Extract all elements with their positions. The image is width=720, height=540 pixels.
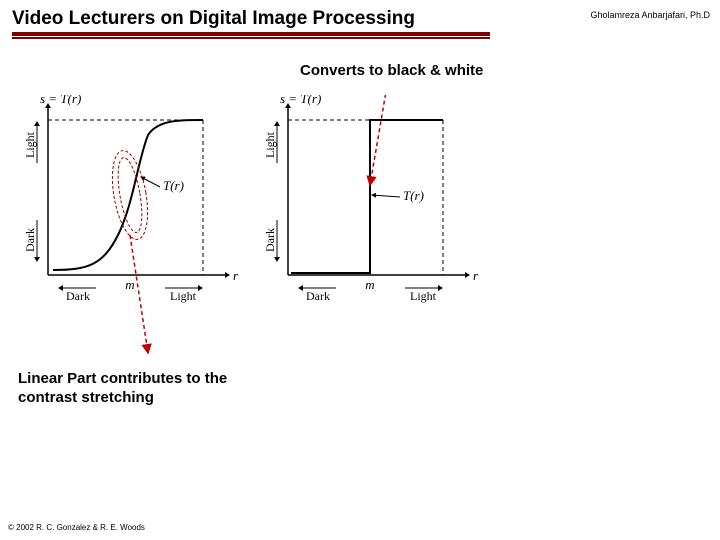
- ylabel-dark-left: Dark: [23, 228, 37, 252]
- curve-label-right: T(r): [403, 188, 424, 203]
- xlabel-dark-right: Dark: [306, 289, 330, 303]
- title-rule-thin: [12, 37, 490, 39]
- xlabel-light-right: Light: [410, 289, 437, 303]
- xlabel-dark-left: Dark: [66, 289, 90, 303]
- curve-label-left: T(r): [163, 178, 184, 193]
- mid-tick-right: m: [365, 277, 374, 292]
- annotation-top: Converts to black & white: [300, 62, 483, 79]
- diagram-panels: T(r) s = T(r) Light Dark Dark Light: [18, 95, 498, 360]
- ylabel-light-left: Light: [23, 131, 37, 158]
- arrow-to-step: [370, 95, 388, 185]
- right-panel: T(r) s = T(r) Light Dark Dark Light m r: [263, 95, 479, 303]
- x-var-right: r: [473, 268, 479, 283]
- y-formula-right: s = T(r): [280, 95, 321, 106]
- copyright-text: © 2002 R. C. Gonzalez & R. E. Woods: [8, 523, 145, 532]
- mid-tick-left: m: [125, 277, 134, 292]
- title-rule-thick: [12, 32, 490, 36]
- annotation-bottom: Linear Part contributes to the contrast …: [18, 370, 278, 408]
- author-name: Gholamreza Anbarjafari, Ph.D: [590, 10, 710, 20]
- ylabel-dark-right: Dark: [263, 228, 277, 252]
- y-formula-left: s = T(r): [40, 95, 81, 106]
- x-var-left: r: [233, 268, 239, 283]
- ylabel-light-right: Light: [263, 131, 277, 158]
- left-panel: T(r) s = T(r) Light Dark Dark Light: [23, 95, 239, 303]
- arrow-to-linear: [130, 235, 148, 353]
- xlabel-light-left: Light: [170, 289, 197, 303]
